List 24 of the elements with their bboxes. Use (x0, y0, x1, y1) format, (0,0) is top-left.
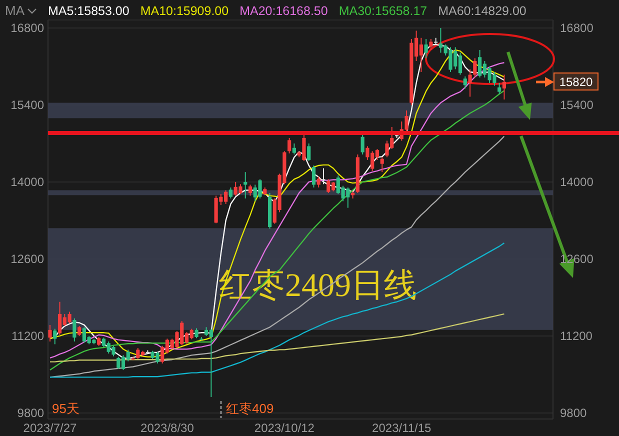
text: MA5:15853.00 (48, 4, 130, 18)
x-tick-label: 2023/8/30 (140, 421, 194, 435)
y2-tick-label: 16800 (560, 20, 594, 35)
text: MA30:15658.17 (338, 4, 428, 18)
y-tick-label: 9800 (17, 406, 44, 420)
y2-tick-label: 9800 (560, 406, 588, 420)
annotation: 红枣409 (226, 401, 274, 416)
x-tick-label: 2023/10/12 (254, 421, 315, 435)
y2-tick-label: 15400 (560, 98, 594, 112)
annotation: 95天 (52, 401, 80, 416)
y-tick-label: 14000 (10, 174, 44, 189)
text: MA60:14829.00 (438, 4, 526, 18)
text: MA10:15909.00 (140, 4, 229, 18)
text: 15820 (559, 75, 594, 89)
x-tick-label: 2023/7/27 (23, 421, 78, 435)
y-tick-label: 11200 (12, 328, 44, 343)
x-tick-label: 2023/11/15 (372, 421, 432, 435)
y2-tick-label: 11200 (560, 328, 593, 343)
y2-tick-label: 14000 (560, 174, 594, 189)
y-tick-label: 16800 (10, 20, 44, 35)
text: MA20:16168.50 (240, 4, 328, 18)
y-tick-label: 15400 (10, 98, 44, 112)
y-tick-label: 12600 (10, 252, 44, 266)
legend-title: MA (5, 3, 25, 18)
